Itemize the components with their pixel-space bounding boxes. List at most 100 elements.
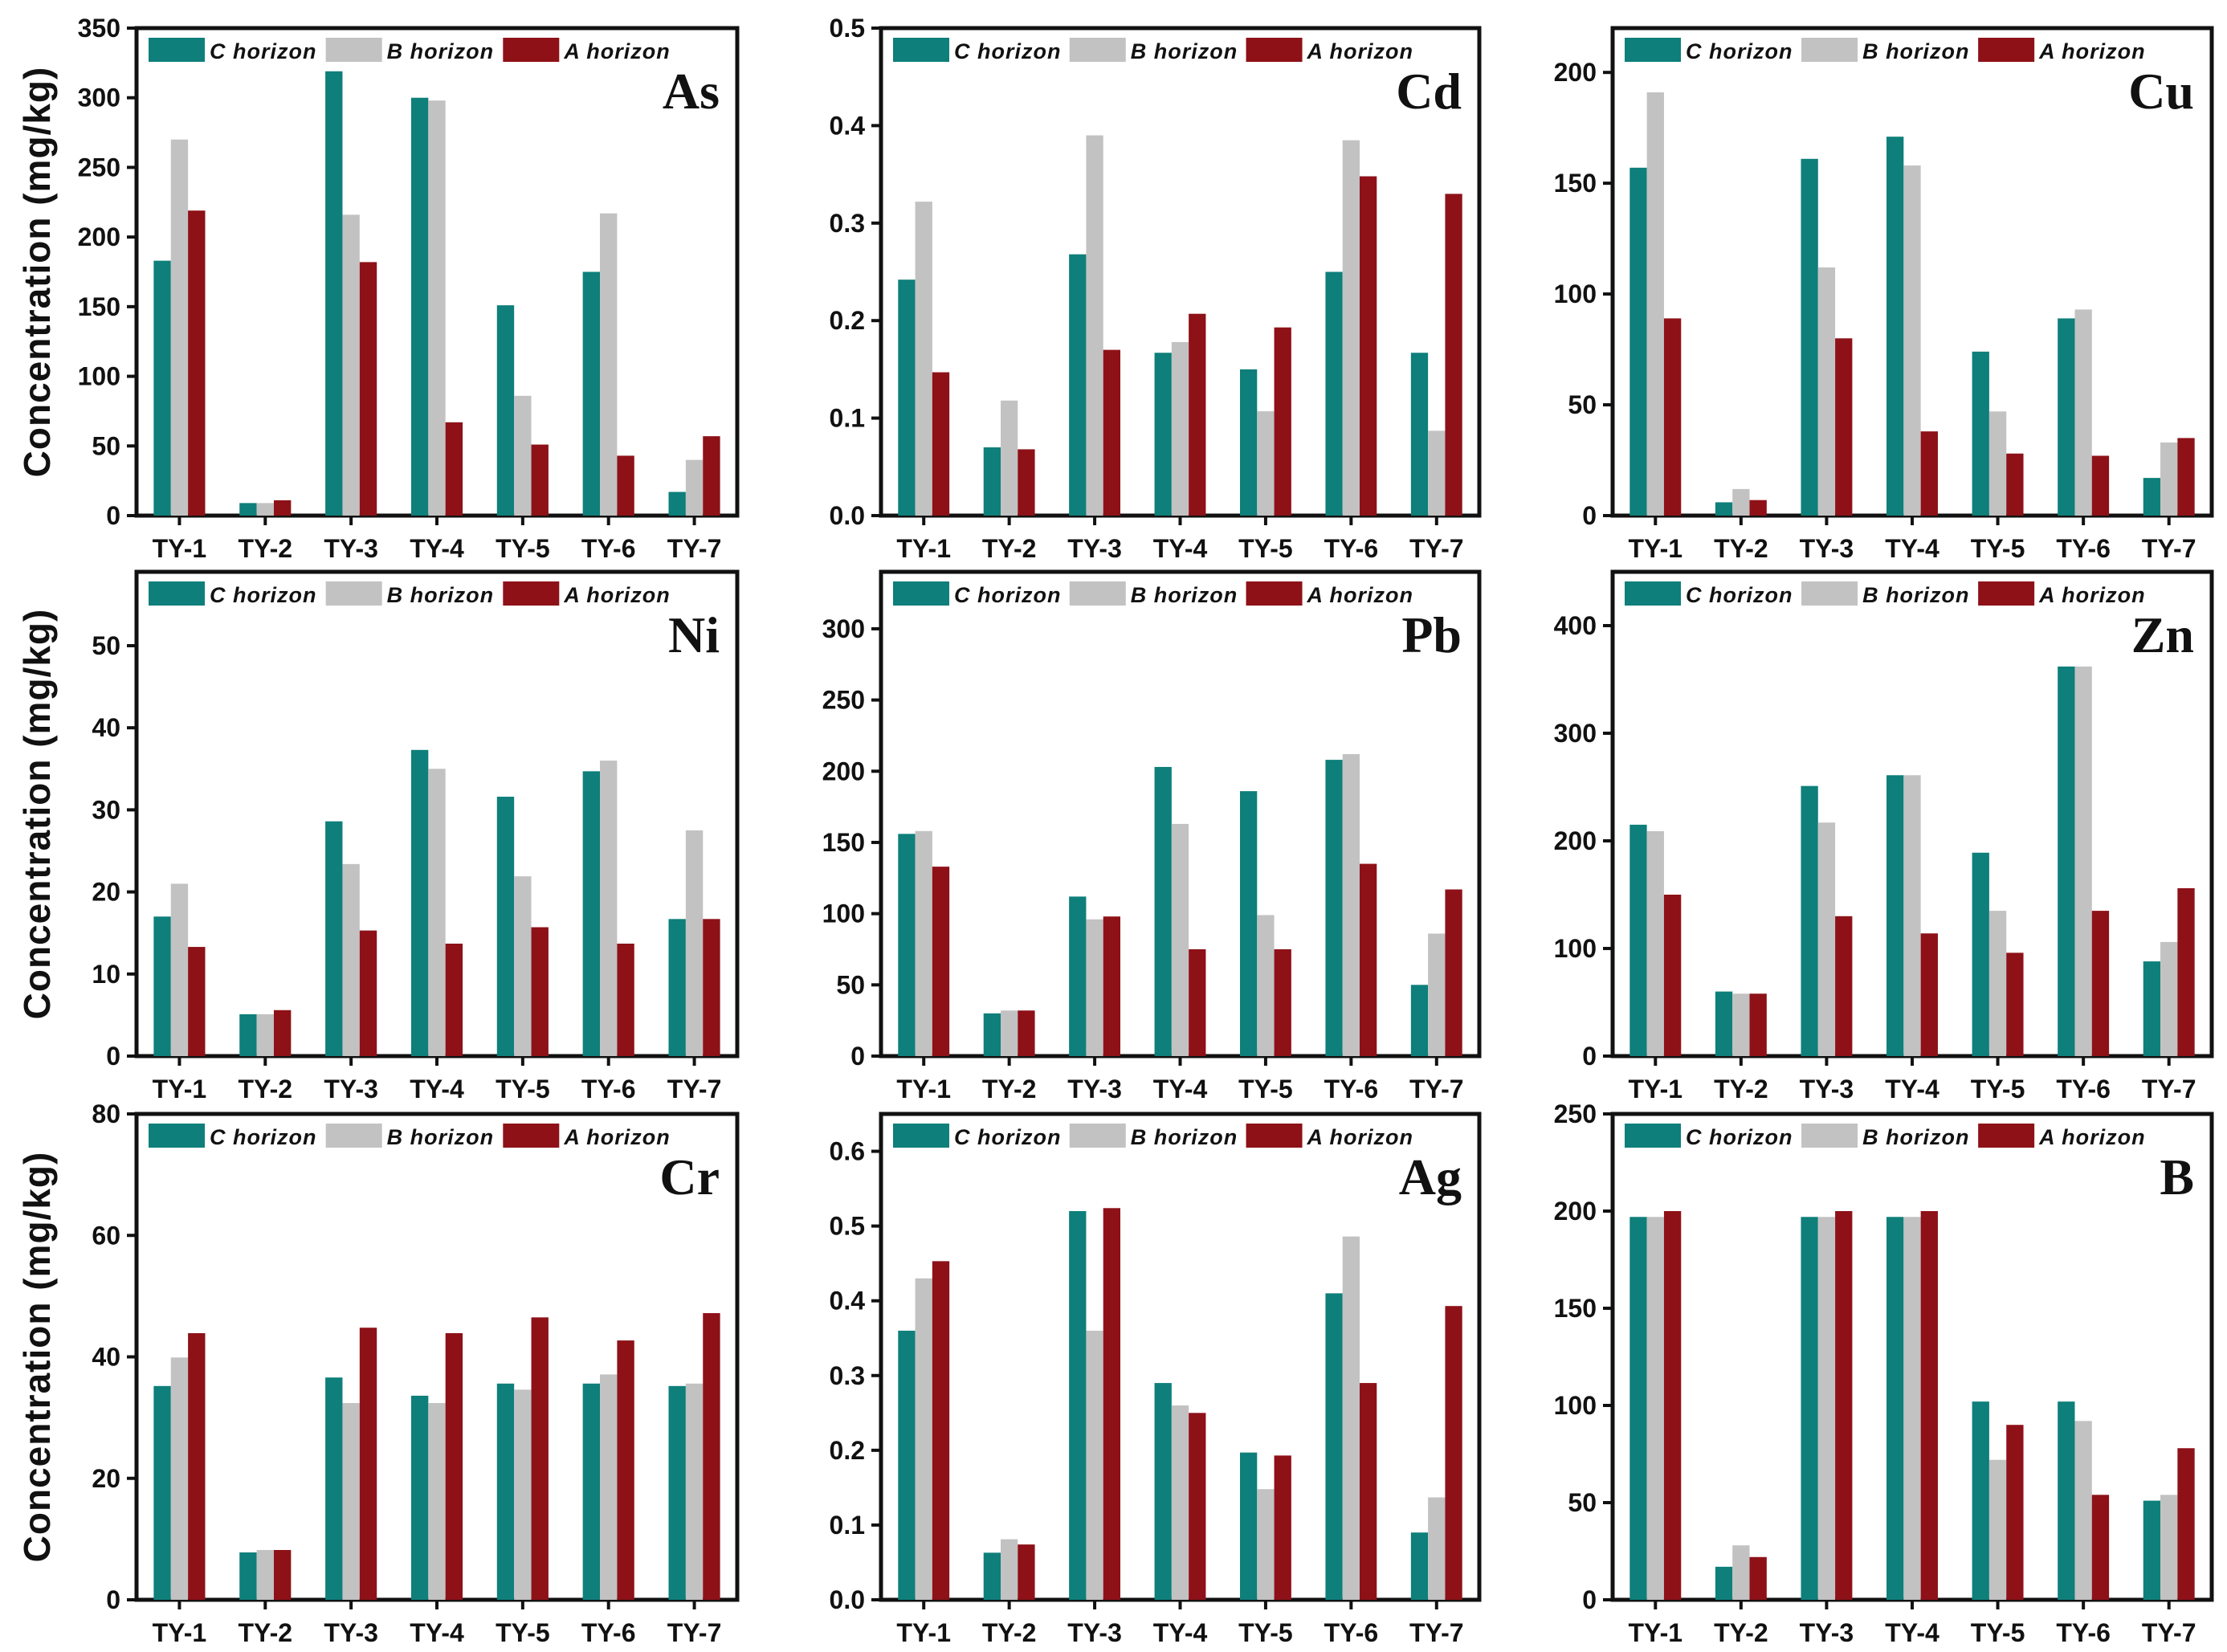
x-tick-label: TY-5	[496, 1075, 550, 1103]
bar-a-horizon-ty-6	[1360, 176, 1377, 516]
x-tick-label: TY-1	[1628, 1618, 1682, 1647]
y-tick-label: 40	[92, 713, 120, 742]
bar-c-horizon-ty-5	[1972, 1401, 1989, 1600]
x-tick-label: TY-3	[324, 1618, 378, 1647]
legend: C horizon B horizon A horizon	[893, 581, 1413, 607]
legend-label: C horizon	[1686, 39, 1793, 63]
legend-label: B horizon	[387, 39, 494, 63]
bar-b-horizon-ty-4	[1171, 823, 1189, 1056]
bar-b-horizon-ty-1	[1646, 92, 1664, 516]
bar-b-horizon-ty-7	[2160, 442, 2178, 516]
bar-c-horizon-ty-2	[1715, 1566, 1733, 1600]
bar-a-horizon-ty-1	[932, 372, 950, 516]
y-tick-label: 100	[1554, 934, 1597, 963]
x-tick-label: TY-4	[1153, 1618, 1208, 1647]
bar-b-horizon-ty-1	[170, 883, 189, 1056]
bar-b-horizon-ty-5	[1988, 1459, 2007, 1600]
y-tick-label: 0.3	[830, 209, 865, 238]
x-tick-label: TY-4	[1885, 1618, 1939, 1647]
legend-swatch	[149, 38, 205, 62]
legend-label: A horizon	[2038, 1125, 2145, 1149]
bar-c-horizon-ty-6	[2058, 666, 2075, 1056]
bar-b-horizon-ty-3	[342, 863, 360, 1056]
x-tick-label: TY-6	[1324, 1075, 1379, 1103]
x-tick-label: TY-7	[667, 1075, 722, 1103]
y-tick-label: 0.1	[830, 1511, 865, 1540]
legend-swatch	[1246, 1124, 1303, 1148]
bar-a-horizon-ty-5	[2006, 1425, 2024, 1600]
x-tick-label: TY-4	[1153, 534, 1208, 563]
x-tick-label: TY-5	[1238, 534, 1293, 563]
panel-ni: 0 10 20 30 40 50 TY-1 TY-2 TY-3 TY-4 TY-5 TY-6 TY-7 C…	[16, 569, 740, 1103]
bar-a-horizon-ty-7	[1445, 194, 1462, 516]
legend-label: B horizon	[1131, 1125, 1238, 1149]
bar-c-horizon-ty-2	[1715, 502, 1733, 516]
y-tick-label: 250	[822, 686, 865, 715]
bar-c-horizon-ty-1	[153, 916, 171, 1056]
bar-b-horizon-ty-1	[1646, 1217, 1664, 1600]
y-tick-label: 300	[1554, 719, 1597, 748]
x-tick-label: TY-4	[410, 1075, 464, 1103]
legend-swatch	[893, 1124, 949, 1148]
y-tick-label: 0.5	[830, 14, 865, 43]
legend-label: B horizon	[1862, 1125, 1969, 1149]
bar-b-horizon-ty-5	[514, 1389, 532, 1600]
bar-c-horizon-ty-3	[325, 821, 343, 1056]
bar-c-horizon-ty-6	[2058, 1401, 2075, 1600]
legend-label: A horizon	[1307, 39, 1413, 63]
bar-c-horizon-ty-3	[325, 1377, 343, 1600]
bar-b-horizon-ty-2	[256, 1014, 274, 1056]
x-tick-label: TY-6	[581, 1618, 636, 1647]
bar-b-horizon-ty-7	[1428, 430, 1446, 516]
legend-label: B horizon	[1131, 39, 1238, 63]
bar-c-horizon-ty-1	[1629, 824, 1647, 1056]
y-tick-label: 20	[92, 878, 120, 907]
legend: C horizon B horizon A horizon	[893, 1124, 1413, 1149]
bar-a-horizon-ty-2	[273, 500, 292, 516]
bar-a-horizon-ty-7	[703, 1313, 720, 1600]
x-tick-label: TY-1	[153, 534, 207, 563]
bar-a-horizon-ty-4	[445, 943, 463, 1056]
x-tick-label: TY-1	[1628, 1075, 1682, 1103]
y-axis-label: Concentration (mg/kg)	[16, 1152, 58, 1563]
legend-label: C horizon	[1686, 583, 1793, 607]
bar-b-horizon-ty-5	[1257, 915, 1275, 1056]
bar-b-horizon-ty-6	[600, 213, 618, 516]
y-tick-label: 0	[106, 1042, 120, 1071]
bar-c-horizon-ty-5	[496, 797, 515, 1056]
bar-a-horizon-ty-3	[1835, 1211, 1853, 1600]
bar-b-horizon-ty-3	[1817, 822, 1836, 1056]
y-tick-label: 350	[78, 14, 120, 43]
bar-c-horizon-ty-5	[1972, 852, 1989, 1056]
legend-label: C horizon	[954, 39, 1061, 63]
bar-c-horizon-ty-7	[1410, 353, 1429, 516]
bar-b-horizon-ty-4	[428, 769, 446, 1056]
bar-c-horizon-ty-3	[325, 71, 343, 516]
y-tick-label: 0.0	[830, 1585, 865, 1614]
x-tick-label: TY-1	[1628, 534, 1682, 563]
bar-b-horizon-ty-5	[1257, 411, 1275, 516]
bar-b-horizon-ty-6	[600, 1374, 618, 1600]
legend-swatch	[1801, 38, 1858, 62]
x-tick-label: TY-3	[1067, 1075, 1122, 1103]
panel-cu: 0 50 100 150 200 TY-1 TY-2 TY-3 TY-4 TY-5 TY-6 TY-7…	[1554, 26, 2214, 563]
x-tick-label: TY-5	[1238, 1618, 1293, 1647]
bar-a-horizon-ty-4	[445, 1333, 463, 1600]
panel-title: Pb	[1401, 606, 1462, 663]
bar-c-horizon-ty-4	[1154, 353, 1172, 516]
x-tick-label: TY-2	[238, 534, 292, 563]
bar-b-horizon-ty-7	[685, 459, 704, 516]
y-tick-label: 100	[822, 899, 865, 928]
x-tick-label: TY-3	[1800, 534, 1854, 563]
bar-c-horizon-ty-5	[1240, 369, 1258, 516]
y-tick-label: 150	[78, 292, 120, 321]
bar-a-horizon-ty-1	[1663, 1211, 1682, 1600]
bar-a-horizon-ty-2	[1018, 1010, 1035, 1056]
y-tick-label: 50	[92, 431, 120, 460]
bar-b-horizon-ty-1	[915, 830, 932, 1056]
panel-ag: 0.0 0.1 0.2 0.3 0.4 0.5 0.6 TY-1 TY-2 TY-3 TY-4 TY-…	[830, 1112, 1482, 1647]
x-tick-label: TY-2	[982, 1618, 1037, 1647]
bar-a-horizon-ty-4	[1920, 431, 1938, 516]
bar-a-horizon-ty-3	[1835, 916, 1853, 1056]
panel-title: Cr	[659, 1148, 720, 1205]
